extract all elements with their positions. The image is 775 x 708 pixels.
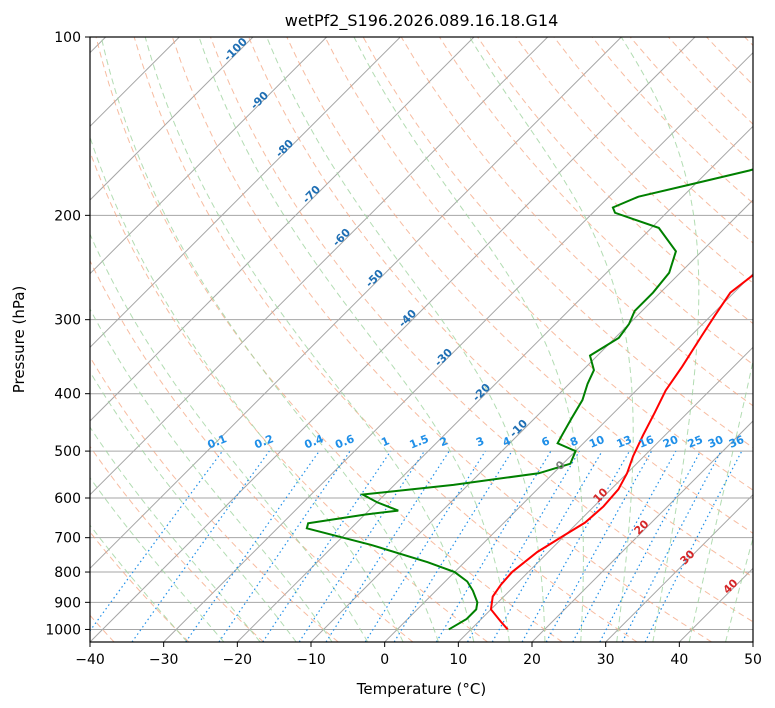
- x-tick-label: 50: [744, 652, 762, 668]
- mixing-ratio-line: [262, 450, 392, 642]
- moist-adiabat-line: [725, 536, 753, 642]
- isotherm-line: [531, 420, 753, 642]
- isotherm-line: [163, 51, 753, 642]
- y-tick-label: 600: [54, 491, 81, 507]
- mixing-ratio-label: 36: [727, 433, 746, 451]
- x-tick-label: 0: [380, 652, 389, 668]
- moist-adiabat-line: [100, 37, 439, 642]
- moist-adiabat-line: [90, 476, 225, 642]
- y-tick-label: 700: [54, 531, 81, 547]
- isobar-gridlines: [90, 37, 753, 630]
- isotherm-line: [90, 37, 401, 349]
- mixing-ratio-label: 30: [706, 433, 725, 451]
- moist-adiabat-line: [144, 37, 475, 642]
- y-tick-label: 100: [54, 30, 81, 46]
- x-tick-label: −40: [75, 652, 105, 668]
- mixing-ratio-line: [131, 450, 270, 642]
- moist-adiabat-line: [90, 524, 188, 642]
- isotherm-line: [457, 346, 753, 642]
- moist-adiabat-line: [266, 37, 546, 642]
- temperature-line: [489, 273, 753, 631]
- moist-adiabat-line: [90, 370, 297, 642]
- mixing-ratio-label: 16: [637, 433, 656, 451]
- isotherm-line: [90, 37, 475, 422]
- mixing-ratio-label: 10: [587, 433, 606, 451]
- dry-adiabat-line: [171, 37, 712, 642]
- isotherm-line: [90, 37, 328, 275]
- moist-adiabat-line: [620, 37, 700, 642]
- mixing-ratio-label: 8: [568, 434, 580, 449]
- mixing-ratio-line: [435, 450, 552, 642]
- y-tick-label: 500: [54, 444, 81, 460]
- isotherm-line: [605, 493, 753, 642]
- moist-adiabat-line: [469, 37, 634, 642]
- dry-adiabat-line: [95, 37, 563, 642]
- isotherm-lines: [90, 37, 753, 642]
- mixing-ratio-line: [185, 450, 320, 642]
- x-tick-label: 40: [670, 652, 688, 668]
- moist-adiabat-line: [353, 37, 584, 642]
- mixing-ratio-line: [572, 450, 677, 642]
- dewpoint-line: [305, 168, 753, 631]
- mixing-ratio-line: [364, 450, 486, 642]
- dry-adiabat-line: [210, 37, 753, 623]
- y-tick-label: 1000: [45, 622, 81, 638]
- dry-adiabat-line: [286, 37, 753, 534]
- x-tick-label: −30: [149, 652, 179, 668]
- isotherm-line: [90, 37, 549, 496]
- moist-adiabat-line: [90, 308, 333, 642]
- isotherm-line: [236, 125, 753, 642]
- y-tick-label: 300: [54, 313, 81, 329]
- isotherm-line: [90, 37, 696, 642]
- mixing-ratio-line: [393, 450, 513, 642]
- mixing-ratio-line: [466, 450, 580, 642]
- dry-adiabat-line: [515, 37, 753, 284]
- x-tick-label: −10: [296, 652, 326, 668]
- mixing-ratio-line: [298, 450, 425, 642]
- chart-title: wetPf2_S196.2026.089.16.18.G14: [285, 11, 559, 31]
- isotherm-line: [384, 272, 753, 642]
- y-tick-label: 900: [54, 595, 81, 611]
- x-axis-label: Temperature (°C): [356, 680, 486, 698]
- axis-ticks: −40 −30 −20 −10 0 10 20 30 40 50 100 200 300 400 500 60…: [45, 30, 762, 668]
- y-tick-label: 400: [54, 387, 81, 403]
- mixing-ratio-line: [325, 450, 450, 642]
- dry-adiabat-line: [324, 37, 753, 491]
- moist-adiabat-line: [688, 358, 753, 642]
- dry-adiabat-line: [90, 445, 264, 642]
- isotherm-line: [90, 37, 622, 570]
- mixing-ratio-label: 25: [686, 433, 705, 451]
- dry-adiabat-line: [248, 37, 753, 578]
- plot-frame: [89, 36, 754, 643]
- moist-adiabat-lines: [90, 37, 753, 642]
- y-tick-label: 200: [54, 208, 81, 224]
- mixing-ratio-lines: [90, 450, 743, 642]
- moist-adiabat-line: [198, 37, 510, 642]
- y-axis-label: Pressure (hPa): [10, 286, 28, 394]
- x-tick-label: 30: [597, 652, 615, 668]
- moist-adiabat-line: [90, 426, 261, 642]
- x-tick-label: 20: [523, 652, 541, 668]
- x-tick-label: 10: [449, 652, 467, 668]
- mixing-ratio-label: 2: [438, 434, 450, 449]
- y-tick-label: 800: [54, 565, 81, 581]
- mixing-ratio-label: 1: [379, 434, 391, 449]
- mixing-ratio-line: [599, 450, 702, 642]
- isotherm-line: [90, 37, 254, 201]
- dry-adiabat-line: [90, 259, 414, 642]
- profile-series: [305, 168, 753, 631]
- mixing-ratio-label: 3: [474, 434, 486, 449]
- mixing-ratio-label: 13: [615, 433, 634, 451]
- x-tick-label: −20: [223, 652, 253, 668]
- mixing-ratio-label: 20: [661, 433, 680, 451]
- mixing-ratio-line: [218, 450, 351, 642]
